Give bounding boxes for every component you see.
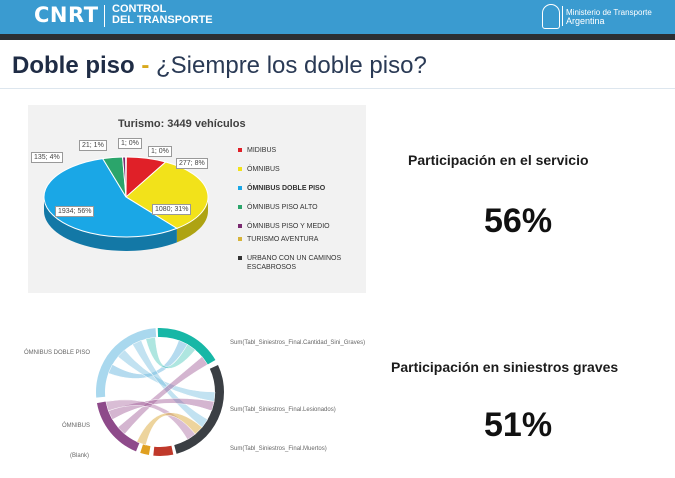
logo-subtitle-line1: CONTROL: [112, 3, 167, 15]
legend-item-midibus: MIDIBUS: [238, 146, 343, 155]
service-share-value: 56%: [484, 202, 553, 240]
legend-marker-piso-alto: [238, 205, 242, 209]
chord-label-lesionados: Sum(Tabl_Siniestros_Final.Lesionados): [230, 407, 336, 413]
legend-label-omnibus: ÓMNIBUS: [247, 166, 280, 173]
pie-chart: [43, 156, 209, 252]
pie-chart-title: Turismo: 3449 vehículos: [118, 118, 246, 130]
legend-marker-omnibus: [238, 167, 242, 171]
slide-title-bold: Doble piso: [12, 52, 135, 79]
chord-label-omnibus: ÓMNIBUS: [62, 423, 91, 429]
ministry-line1: Ministerio de Transporte: [566, 8, 652, 17]
pie-callout-omnibus: 1080; 31%: [152, 204, 192, 215]
logo-divider: [104, 5, 105, 27]
chord-arc-muertos: [153, 445, 174, 456]
pie-callout-piso-alto: 135; 4%: [31, 152, 63, 163]
legend-label-turismo: TURISMO AVENTURA: [247, 236, 319, 243]
legend-label-piso-medio: ÓMNIBUS PISO Y MEDIO: [247, 223, 330, 230]
pie-callout-doble-piso: 1934; 56%: [55, 206, 95, 217]
service-share-label: Participación en el servicio: [408, 152, 589, 168]
ministry-line2: Argentina: [566, 16, 605, 26]
legend-label-midibus: MIDIBUS: [247, 147, 277, 154]
chord-arc-doble-piso: [95, 328, 157, 398]
legend-item-piso-medio: ÓMNIBUS PISO Y MEDIO: [238, 222, 343, 231]
legend-marker-midibus: [238, 148, 242, 152]
chord-label-muertos: Sum(Tabl_Siniestros_Final.Muertos): [230, 446, 327, 452]
pie-callout-urbano: 1; 0%: [148, 146, 172, 157]
chord-arc-graves: [157, 328, 216, 365]
national-seal-icon: [542, 4, 560, 29]
pie-side-1: [176, 197, 208, 243]
pie-callout-piso-medio: 21; 1%: [79, 140, 107, 151]
chord-label-blank: (Blank): [70, 453, 90, 459]
legend-label-urbano: URBANO CON UN CAMINOS ESCABROSOS: [247, 255, 342, 271]
pie-callout-midibus: 277; 8%: [176, 158, 208, 169]
accident-share-label: Participación en siniestros graves: [391, 359, 619, 375]
chord-arc-blank: [140, 444, 151, 456]
legend-item-omnibus: ÓMNIBUS: [238, 165, 343, 174]
chord-ribbon-3: [117, 356, 208, 435]
logo-subtitle-line2: DEL TRANSPORTE: [112, 14, 213, 26]
header-dark-strip: [0, 34, 675, 40]
chord-ribbon-6: [136, 412, 203, 446]
pie-slice-2: [43, 158, 179, 238]
legend-item-doble-piso: ÓMNIBUS DOBLE PISO: [238, 184, 343, 193]
title-underline: [0, 88, 675, 89]
chord-label-graves: Sum(Tabl_Siniestros_Final.Cantidad_Sini_…: [230, 340, 366, 346]
pie-legend: MIDIBUS ÓMNIBUS ÓMNIBUS DOBLE PISO ÓMNIB…: [238, 146, 343, 282]
legend-marker-doble-piso: [238, 186, 242, 190]
chord-label-doble-piso: ÓMNIBUS DOBLE PISO: [24, 350, 91, 356]
ministry-divider: [562, 6, 563, 26]
logo-subtitle: CONTROL DEL TRANSPORTE: [112, 4, 213, 26]
slide-title: Doble piso - ¿Siempre los doble piso?: [12, 52, 427, 80]
chord-ribbon-0: [107, 339, 188, 379]
legend-item-urbano: URBANO CON UN CAMINOS ESCABROSOS: [238, 254, 343, 272]
pie-side-2: [44, 197, 177, 252]
legend-marker-turismo: [238, 237, 242, 241]
legend-item-piso-alto: ÓMNIBUS PISO ALTO: [238, 203, 343, 212]
cnrt-logo: CNRT: [34, 3, 99, 27]
legend-marker-piso-medio: [238, 224, 242, 228]
legend-marker-urbano: [238, 256, 242, 260]
slide-title-question: ¿Siempre los doble piso?: [156, 52, 427, 79]
accident-share-value: 51%: [484, 406, 553, 444]
chord-ribbon-1: [117, 349, 216, 402]
chord-arc-lesionados: [174, 364, 224, 454]
chord-arc-omnibus: [96, 401, 140, 452]
legend-item-turismo: TURISMO AVENTURA: [238, 235, 343, 244]
chord-ribbon-7: [145, 336, 196, 369]
legend-label-piso-alto: ÓMNIBUS PISO ALTO: [247, 204, 318, 211]
pie-callout-turismo: 1; 0%: [118, 138, 142, 149]
slide-title-dash: -: [134, 52, 156, 79]
ministry-label: Ministerio de Transporte Argentina: [566, 8, 652, 26]
legend-label-doble-piso: ÓMNIBUS DOBLE PISO: [247, 185, 326, 192]
chord-ribbon-2: [132, 339, 208, 428]
